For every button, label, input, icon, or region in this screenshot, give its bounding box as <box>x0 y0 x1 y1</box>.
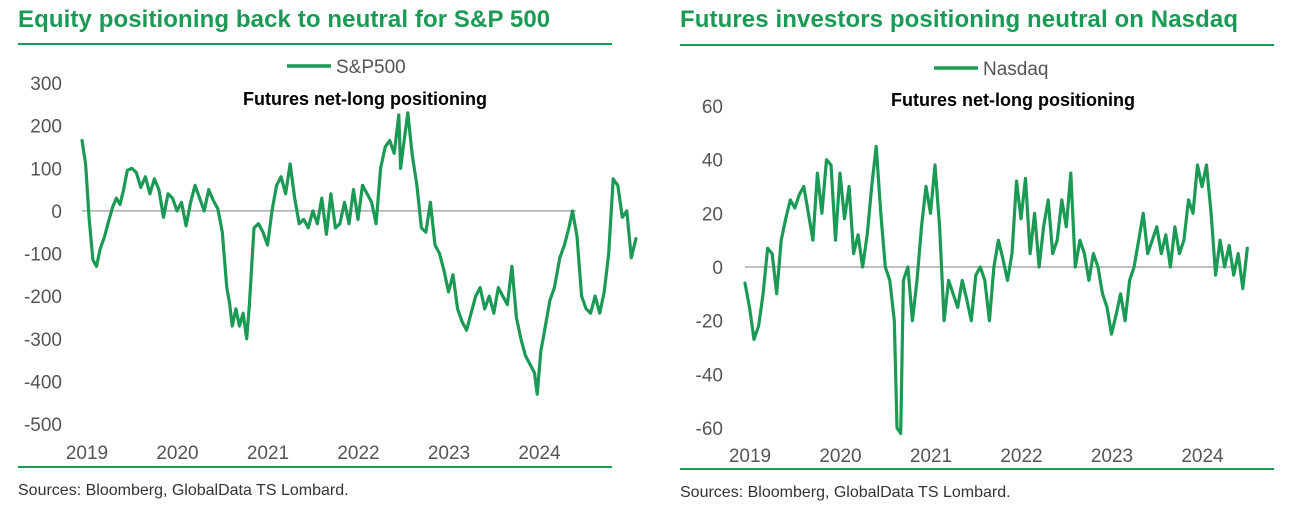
chart-panel-sp500: Equity positioning back to neutral for S… <box>0 0 640 518</box>
source-note: Sources: Bloomberg, GlobalData TS Lombar… <box>680 484 1011 501</box>
y-tick-label: -100 <box>24 245 62 266</box>
x-tick-label: 2022 <box>1000 446 1042 467</box>
legend-label: Nasdaq <box>983 59 1049 80</box>
y-tick-label: -300 <box>24 330 62 351</box>
x-tick-label: 2019 <box>66 443 108 464</box>
y-tick-label: -40 <box>696 365 723 386</box>
x-tick-label: 2020 <box>156 443 198 464</box>
title-rule <box>680 44 1274 46</box>
legend-label: S&P500 <box>336 57 406 78</box>
y-tick-label: 0 <box>712 258 723 279</box>
chart-nasdaq: 60 40 20 0 -20 -40 -60 2019 2020 2021 2022 2023 2024… <box>696 59 1249 467</box>
source-note: Sources: Bloomberg, GlobalData TS Lombar… <box>18 482 349 499</box>
x-tick-label: 2020 <box>819 446 861 467</box>
x-tick-label: 2019 <box>729 446 771 467</box>
x-tick-label: 2022 <box>337 443 379 464</box>
bottom-rule <box>18 466 612 468</box>
x-tick-label: 2024 <box>518 443 561 464</box>
x-tick-label: 2021 <box>910 446 952 467</box>
chart-subtitle: Futures net-long positioning <box>891 90 1135 110</box>
y-tick-label: 200 <box>30 117 62 138</box>
x-tick-label: 2023 <box>428 443 470 464</box>
chart-title: Equity positioning back to neutral for S… <box>18 6 551 33</box>
y-tick-label: 40 <box>702 151 723 172</box>
y-tick-label: 300 <box>30 74 62 95</box>
chart-panel-nasdaq: Futures investors positioning neutral on… <box>660 0 1312 518</box>
y-tick-label: -200 <box>24 287 62 308</box>
y-tick-label: -60 <box>696 419 723 440</box>
bottom-rule <box>680 468 1274 470</box>
y-tick-label: -500 <box>24 415 62 436</box>
x-tick-label: 2021 <box>247 443 289 464</box>
chart-subtitle: Futures net-long positioning <box>243 89 487 109</box>
x-tick-label: 2023 <box>1091 446 1133 467</box>
y-tick-label: 20 <box>702 204 723 225</box>
series-line <box>743 144 1249 435</box>
x-tick-label: 2024 <box>1181 446 1224 467</box>
y-tick-label: -400 <box>24 372 62 393</box>
chart-title: Futures investors positioning neutral on… <box>680 6 1239 33</box>
y-tick-label: 100 <box>30 159 62 180</box>
y-tick-label: 0 <box>51 202 62 223</box>
y-tick-label: -20 <box>696 312 723 333</box>
title-rule <box>18 43 612 45</box>
y-tick-label: 60 <box>702 97 723 118</box>
series-line <box>80 111 638 396</box>
